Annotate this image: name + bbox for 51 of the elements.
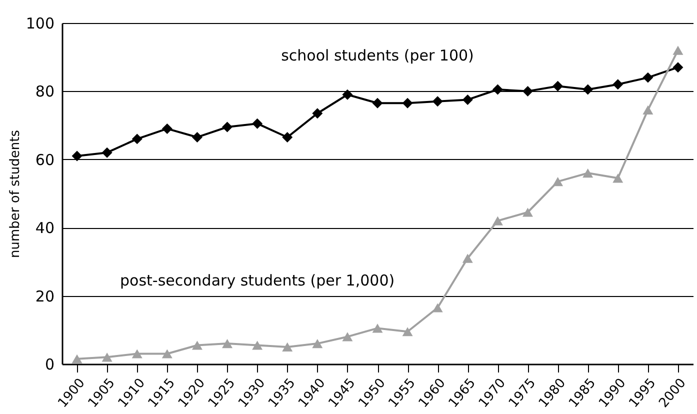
point bbox=[402, 98, 413, 108]
point bbox=[282, 132, 293, 142]
point bbox=[282, 342, 293, 352]
y-tick-label: 20 bbox=[35, 287, 54, 306]
point bbox=[552, 177, 564, 186]
point bbox=[312, 339, 323, 348]
point bbox=[462, 254, 473, 263]
point bbox=[372, 98, 383, 108]
y-axis-title: number of students bbox=[8, 130, 23, 258]
point bbox=[462, 94, 473, 105]
point bbox=[522, 86, 533, 96]
point bbox=[162, 123, 172, 134]
point bbox=[132, 349, 142, 358]
point bbox=[492, 84, 503, 95]
point bbox=[342, 332, 353, 342]
point bbox=[102, 352, 112, 362]
point bbox=[642, 105, 654, 114]
point bbox=[432, 303, 443, 312]
point bbox=[552, 80, 564, 92]
point bbox=[312, 108, 323, 119]
text: school students (per 100) bbox=[281, 46, 474, 64]
point bbox=[672, 62, 684, 73]
point bbox=[402, 327, 413, 336]
point bbox=[522, 208, 533, 217]
point bbox=[612, 79, 624, 90]
point bbox=[252, 340, 263, 350]
point bbox=[222, 339, 233, 348]
y-tick-label: 80 bbox=[35, 82, 54, 101]
point bbox=[192, 132, 202, 142]
point bbox=[192, 340, 202, 350]
point bbox=[72, 354, 82, 364]
point bbox=[72, 150, 82, 162]
point bbox=[342, 89, 353, 100]
point bbox=[162, 349, 172, 358]
y-tick-label: 0 bbox=[44, 356, 54, 374]
point bbox=[222, 122, 233, 132]
point bbox=[252, 118, 263, 129]
point bbox=[132, 134, 142, 144]
point bbox=[612, 174, 624, 183]
point bbox=[102, 147, 112, 158]
point bbox=[492, 216, 503, 226]
point bbox=[582, 84, 594, 95]
point bbox=[672, 46, 684, 55]
point bbox=[372, 324, 383, 333]
y-tick-label: 100 bbox=[26, 14, 54, 32]
point bbox=[582, 168, 594, 178]
text: post-secondary students (per 1,000) bbox=[120, 271, 395, 290]
y-tick-label: 40 bbox=[35, 219, 54, 238]
point bbox=[642, 72, 654, 83]
point bbox=[432, 96, 443, 107]
y-tick-label: 60 bbox=[35, 150, 54, 169]
